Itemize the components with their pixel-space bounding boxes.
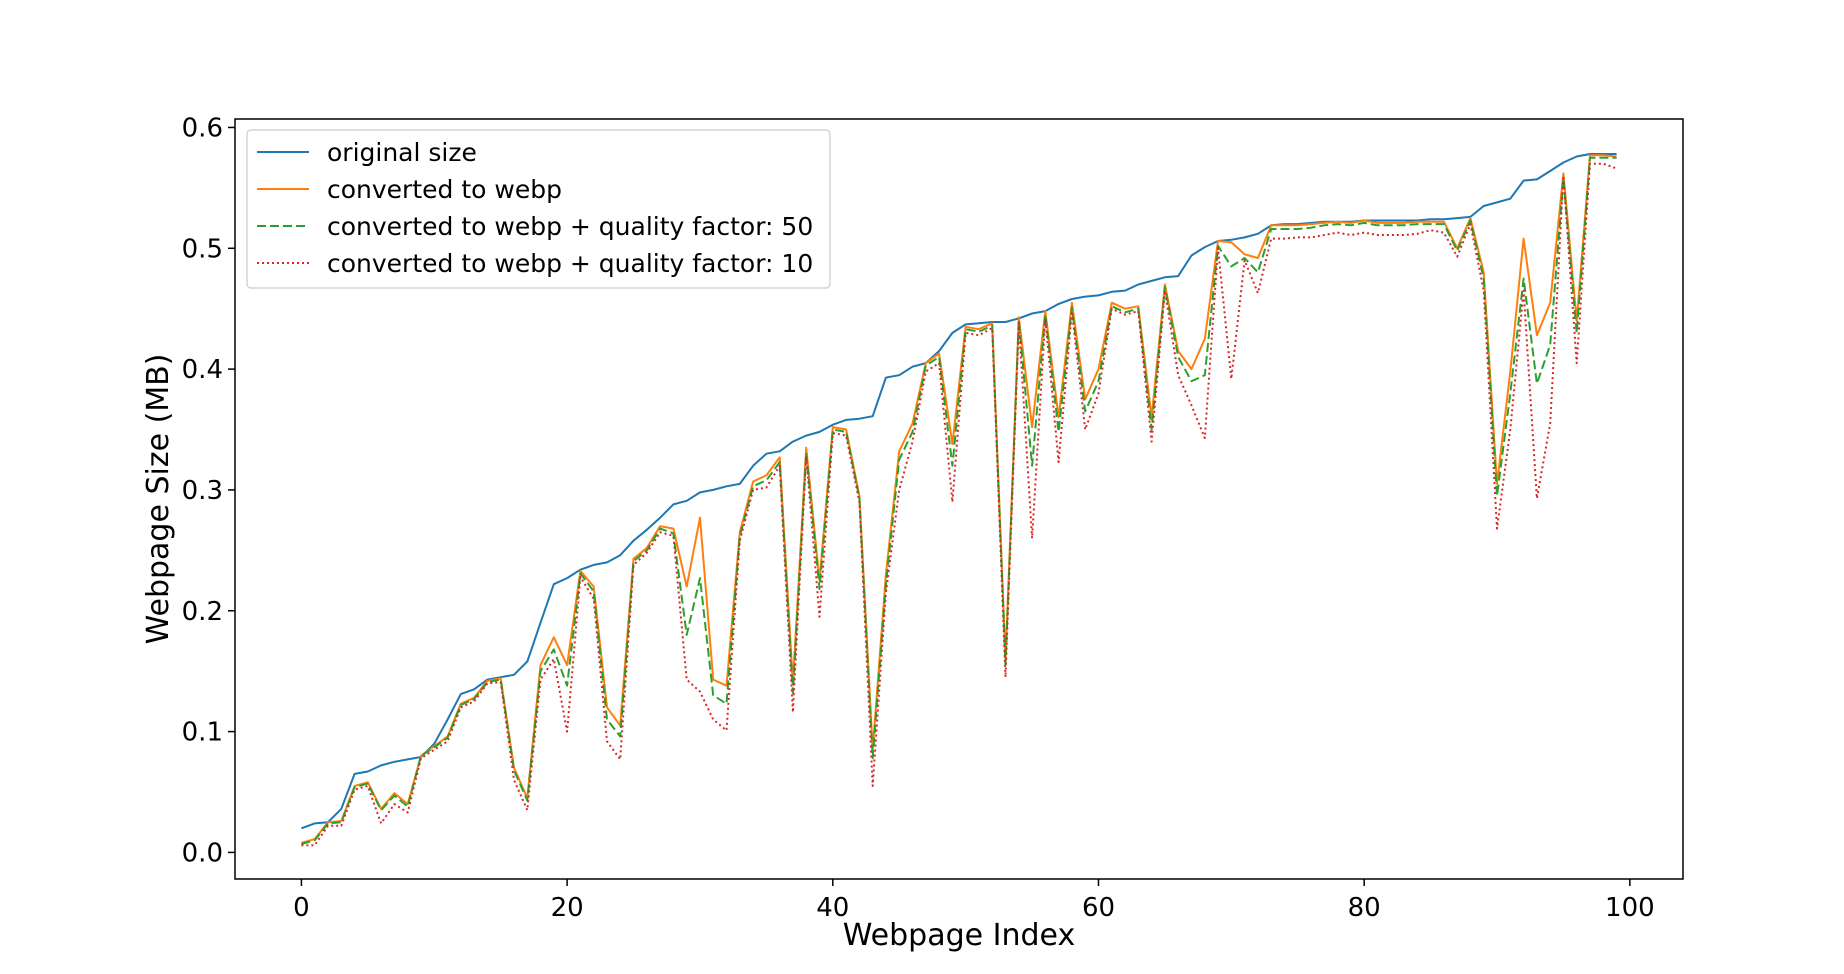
- legend-entry-label: converted to webp + quality factor: 10: [327, 249, 813, 278]
- x-tick-label: 60: [1082, 893, 1115, 923]
- series-layer: [301, 153, 1617, 847]
- legend-frame: [246, 129, 831, 289]
- x-tick-label: 80: [1348, 893, 1381, 923]
- y-tick-label: 0.4: [182, 355, 223, 385]
- legend-entry-label: converted to webp + quality factor: 50: [327, 212, 813, 241]
- x-tick-label: 0: [293, 893, 310, 923]
- y-tick-label: 0.6: [182, 113, 223, 143]
- x-tick-label: 40: [816, 893, 849, 923]
- legend-entry-label: converted to webp: [327, 175, 562, 204]
- series-line-3: [301, 156, 1617, 845]
- x-axis-label: Webpage Index: [843, 918, 1075, 953]
- series-line-4: [301, 162, 1617, 847]
- x-tick-label: 20: [551, 893, 584, 923]
- y-axis-label: Webpage Size (MB): [141, 354, 176, 645]
- series-line-2: [301, 154, 1617, 844]
- y-tick-label: 0.0: [182, 838, 223, 868]
- legend-entry-label: original size: [327, 138, 477, 167]
- series-line-1: [301, 153, 1617, 830]
- y-tick-label: 0.1: [182, 718, 223, 748]
- y-tick-label: 0.5: [182, 234, 223, 264]
- x-axis: 0 20 40 60 80 100: [293, 879, 1655, 923]
- legend: original size converted to webp converted …: [246, 129, 831, 289]
- y-axis: 0.0 0.1 0.2 0.3 0.4 0.5 0.6: [182, 113, 235, 868]
- y-tick-label: 0.3: [182, 476, 223, 506]
- plot-frame: [234, 118, 1684, 880]
- y-tick-label: 0.2: [182, 597, 223, 627]
- x-tick-label: 100: [1605, 893, 1655, 923]
